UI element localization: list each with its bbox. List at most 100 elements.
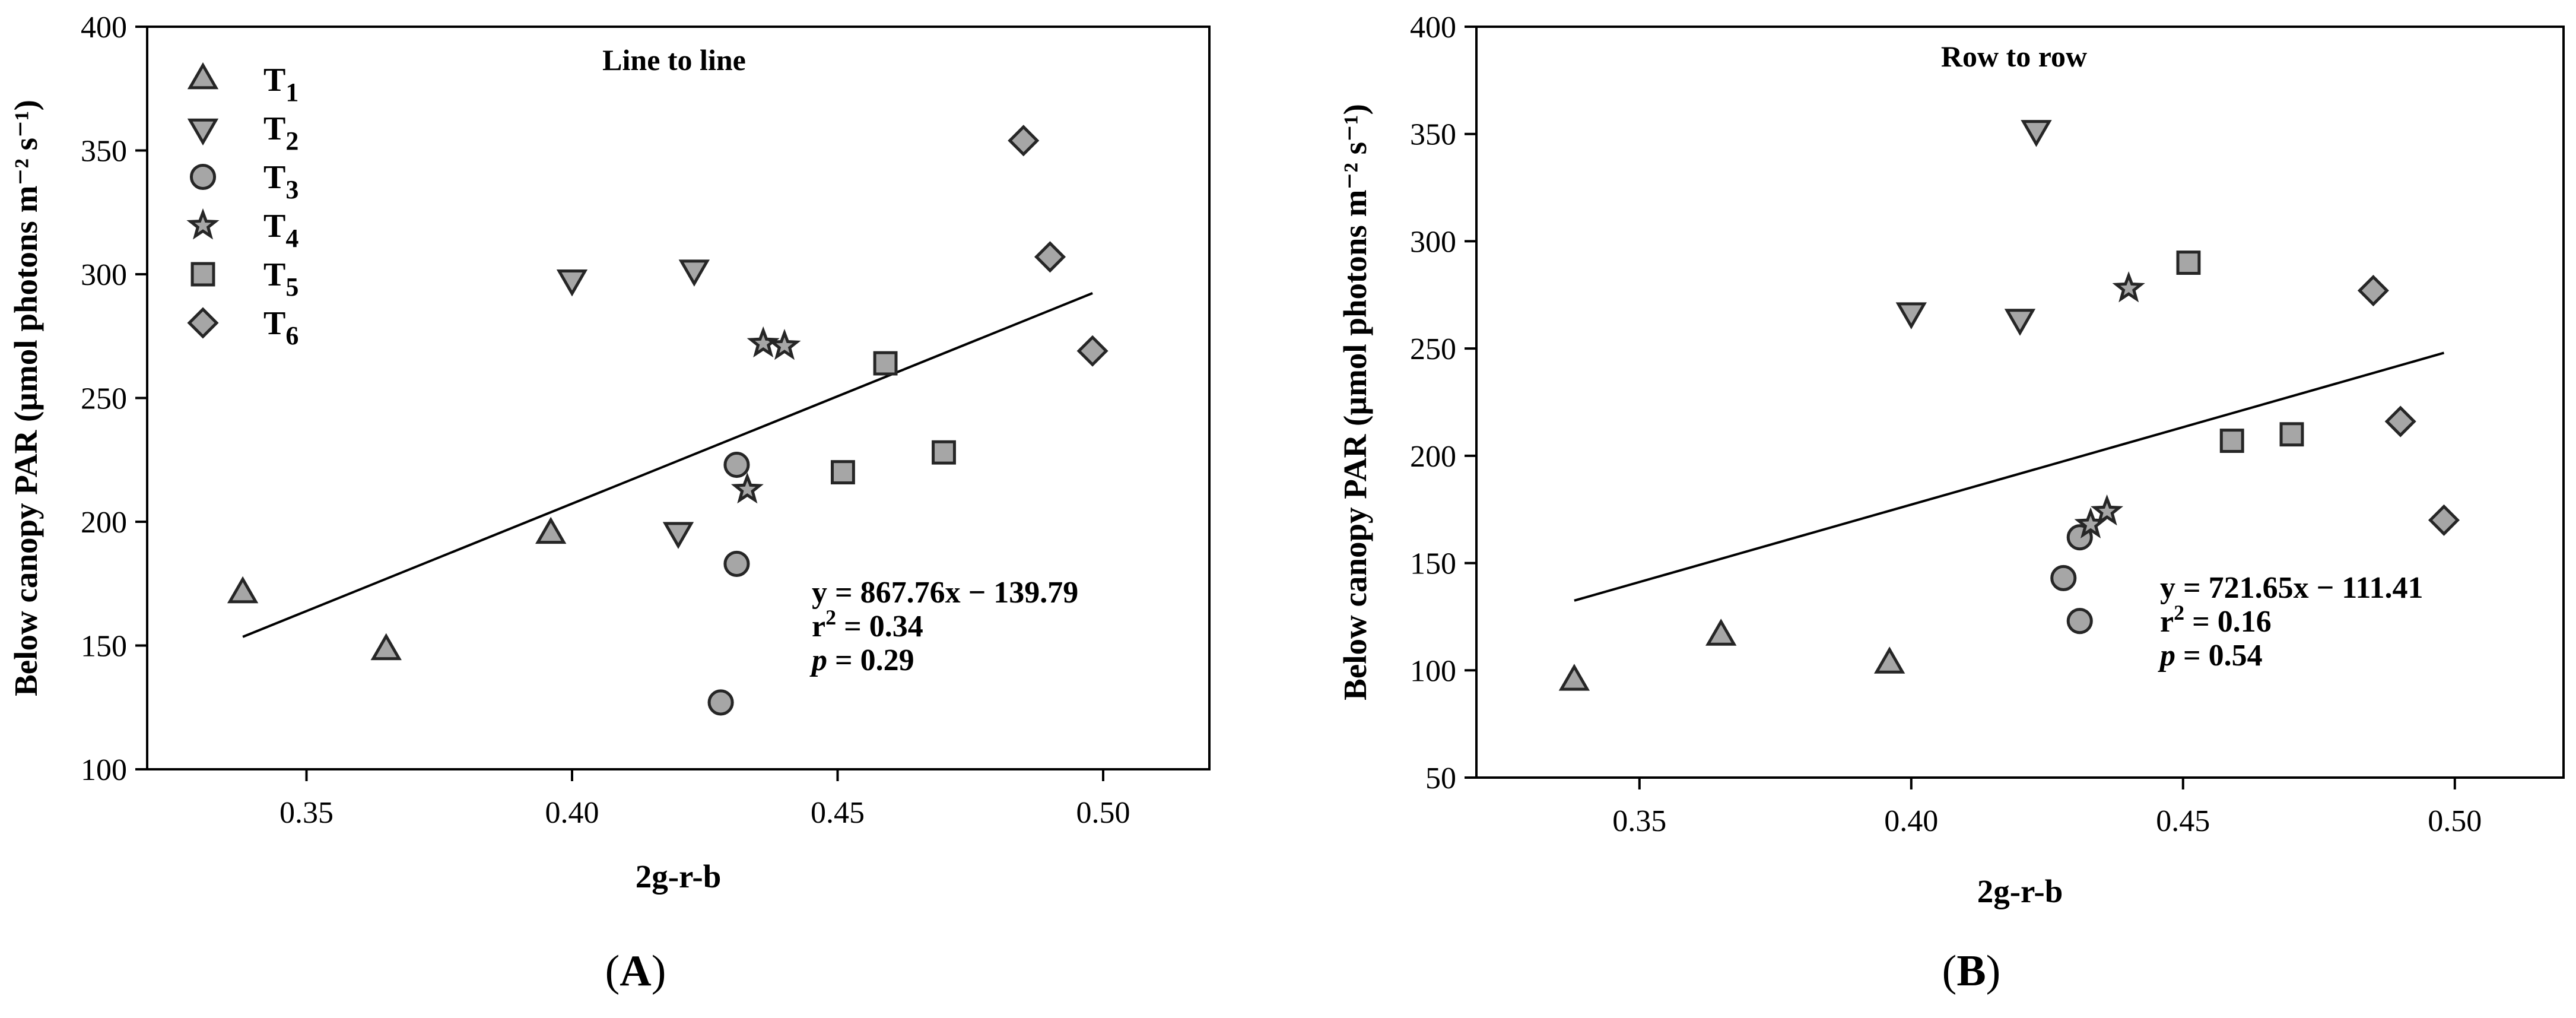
data-point-t1 [1873, 646, 1905, 674]
x-tick-label: 0.35 [279, 796, 333, 830]
panel-title: Line to line [602, 43, 746, 77]
data-point-t3 [723, 550, 750, 577]
x-tick-label: 0.45 [811, 796, 865, 830]
x-tick-label: 0.40 [1884, 804, 1938, 838]
series-t4 [2074, 271, 2145, 538]
legend-label: T2 [263, 110, 298, 156]
legend-marker-t4 [186, 208, 220, 240]
legend-marker-t3 [189, 163, 217, 191]
legend-marker-t2 [187, 118, 219, 146]
legend-marker-t5 [190, 262, 215, 287]
x-tick-label: 0.40 [545, 796, 599, 830]
x-tick-label: 0.50 [2428, 804, 2482, 838]
y-tick-label: 250 [1410, 332, 1456, 366]
series-t6 [1008, 125, 1108, 367]
p-value-text: p = 0.54 [2158, 639, 2263, 673]
data-point-t5 [873, 351, 898, 376]
legend-label: T1 [263, 62, 298, 107]
series-t2 [1895, 120, 2052, 336]
series-t3 [707, 452, 750, 716]
equation-text: y = 867.76x − 139.79 [812, 576, 1078, 610]
panel-title: Row to row [1941, 40, 2087, 73]
data-point-t5 [2176, 250, 2201, 275]
series-t2 [556, 259, 710, 549]
y-tick-label: 150 [1410, 547, 1456, 581]
chart-panel-b: 50 100 150 200 250 300 350 400 0.35 0.40 0.45 0.50 2… [1337, 11, 2565, 995]
p-value-text: p = 0.29 [809, 643, 914, 677]
data-point-t5 [2219, 429, 2244, 453]
data-point-t1 [1558, 664, 1590, 691]
data-point-t3 [2066, 608, 2093, 635]
legend-label: T6 [263, 305, 298, 350]
data-point-t4 [747, 326, 780, 358]
x-tick-label: 0.35 [1612, 804, 1666, 838]
data-point-t4 [768, 328, 801, 360]
r-squared-text: r2 = 0.34 [812, 605, 923, 643]
data-point-t4 [2112, 271, 2145, 303]
panel-label: (A) [605, 947, 666, 995]
y-tick-label: 400 [1410, 11, 1456, 45]
y-tick-label: 300 [81, 258, 127, 292]
x-axis-title: 2g-r-b [636, 858, 722, 895]
series-t5 [831, 351, 956, 485]
plot-frame [1475, 26, 2565, 779]
data-point-t6 [2384, 405, 2416, 437]
data-point-t3 [2050, 565, 2077, 591]
chart-panel-a: 100 150 200 250 300 350 400 0.35 0.40 0.45 0.50 2g-… [8, 11, 1211, 995]
data-point-t6 [1034, 241, 1066, 273]
y-tick-label: 100 [81, 753, 127, 787]
legend-label: T4 [263, 208, 298, 253]
regression-line [242, 292, 1093, 638]
x-tick-label: 0.45 [2156, 804, 2210, 838]
x-axis-title: 2g-r-b [1977, 873, 2063, 909]
x-tick-label: 0.50 [1076, 796, 1130, 830]
y-tick-label: 250 [81, 382, 127, 416]
y-tick-label: 100 [1410, 654, 1456, 688]
data-point-t1 [227, 576, 259, 604]
y-tick-label: 50 [1425, 762, 1456, 795]
y-axis-title: Below canopy PAR (µmol photons m⁻² s⁻¹) [1337, 104, 1373, 700]
data-point-t1 [1705, 619, 1737, 646]
r-squared-text: r2 = 0.16 [2160, 601, 2272, 639]
legend-marker-t6 [187, 307, 219, 339]
data-point-t2 [678, 259, 710, 287]
y-tick-label: 350 [1410, 118, 1456, 152]
series-t5 [2176, 250, 2304, 453]
equation-text: y = 721.65x − 111.41 [2160, 571, 2423, 605]
y-tick-label: 400 [81, 11, 127, 45]
data-point-t3 [723, 452, 750, 478]
y-tick-label: 150 [81, 630, 127, 664]
data-point-t3 [707, 689, 734, 716]
data-point-t6 [1008, 125, 1040, 157]
data-point-t6 [1076, 335, 1108, 367]
data-point-t2 [662, 522, 694, 549]
data-point-t5 [932, 440, 956, 465]
data-point-t2 [1895, 302, 1927, 329]
data-point-t6 [2428, 504, 2460, 536]
series-t4 [730, 326, 801, 504]
legend-label: T3 [263, 159, 298, 204]
data-point-t6 [2357, 275, 2389, 307]
data-point-t4 [2091, 494, 2124, 526]
y-tick-label: 200 [1410, 440, 1456, 474]
data-point-t2 [2021, 120, 2052, 147]
plot-frame [146, 26, 1211, 770]
legend-marker-t1 [187, 62, 219, 90]
series-t1 [227, 516, 567, 661]
data-point-t1 [535, 516, 567, 544]
data-point-t5 [2279, 422, 2304, 447]
series-t1 [1558, 619, 1905, 691]
data-point-t4 [730, 472, 764, 504]
y-tick-label: 350 [81, 135, 127, 169]
data-point-t5 [831, 460, 855, 485]
series-t6 [2357, 275, 2460, 536]
legend-label: T5 [263, 256, 298, 302]
series-t3 [2050, 524, 2093, 635]
data-point-t1 [370, 633, 402, 661]
regression-line [1574, 351, 2445, 602]
panel-label: (B) [1942, 947, 2001, 995]
